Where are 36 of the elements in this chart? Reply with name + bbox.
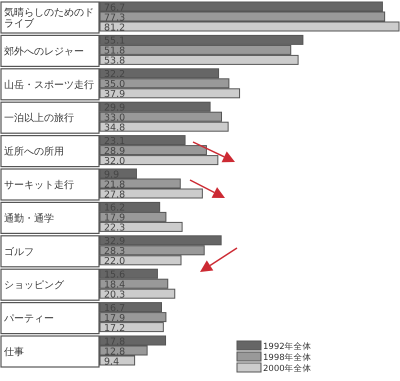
y-tick-label: 気晴らしのためのドライブ [4, 6, 94, 30]
data-label: 81.2 [104, 22, 126, 34]
y-tick-label: 山岳・スポーツ走行 [4, 78, 94, 91]
y-tick-label: 通勤・通学 [4, 212, 54, 224]
data-label: 22.3 [104, 222, 126, 234]
data-label: 18.4 [104, 280, 126, 291]
y-tick-label: サーキット走行 [4, 179, 74, 191]
data-label: 12.8 [104, 346, 126, 358]
y-tick-label: 近所への所用 [4, 146, 64, 158]
y-tick-label: 仕事 [4, 346, 24, 358]
data-label: 17.9 [104, 312, 126, 324]
legend-label: 1998年全体 [263, 352, 312, 363]
data-label: 53.8 [104, 56, 126, 67]
y-tick-label: ショッピング [4, 280, 65, 292]
data-label: 9.4 [104, 356, 120, 368]
data-label: 27.8 [104, 189, 126, 200]
data-label: 20.3 [104, 290, 126, 301]
data-label: 17.2 [104, 322, 126, 334]
data-label: 51.8 [104, 46, 126, 57]
y-tick-label: ゴルフ [4, 246, 34, 258]
y-tick-label: パーティー [3, 314, 54, 325]
data-label: 28.9 [104, 146, 126, 157]
data-label: 32.0 [104, 156, 126, 167]
data-label: 28.3 [104, 246, 126, 258]
y-tick-label: 一泊以上の旅行 [4, 112, 74, 124]
data-label: 35.0 [104, 79, 126, 90]
legend-label: 1992年全体 [263, 340, 312, 352]
y-tick-label: 郊外へのレジャー [4, 45, 84, 58]
data-label: 37.9 [104, 89, 126, 100]
data-label: 21.8 [104, 179, 126, 190]
data-label: 22.0 [104, 256, 126, 268]
data-label: 17.9 [104, 212, 126, 224]
legend-label: 2000年全体 [263, 362, 312, 374]
data-label: 33.0 [104, 112, 126, 124]
data-label: 77.3 [104, 12, 126, 24]
data-label: 34.8 [104, 122, 126, 134]
